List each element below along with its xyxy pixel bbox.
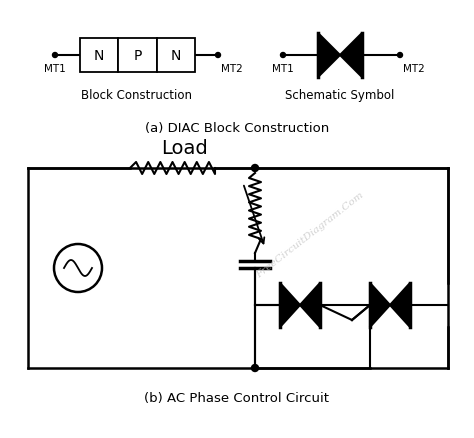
Polygon shape <box>300 283 320 327</box>
Text: Schematic Symbol: Schematic Symbol <box>285 89 395 102</box>
Text: MT1: MT1 <box>44 64 66 74</box>
Polygon shape <box>370 283 390 327</box>
Text: (b) AC Phase Control Circuit: (b) AC Phase Control Circuit <box>145 392 329 405</box>
Circle shape <box>54 244 102 292</box>
Text: Load: Load <box>162 138 209 158</box>
Text: MT2: MT2 <box>221 64 243 74</box>
Bar <box>118 38 157 72</box>
Text: N: N <box>171 49 181 63</box>
Text: (a) DIAC Block Construction: (a) DIAC Block Construction <box>145 122 329 135</box>
Bar <box>157 38 195 72</box>
Polygon shape <box>318 33 340 77</box>
Text: N: N <box>94 49 104 63</box>
Circle shape <box>216 53 220 57</box>
Circle shape <box>252 364 258 371</box>
Circle shape <box>398 53 402 57</box>
Circle shape <box>53 53 57 57</box>
Bar <box>80 38 118 72</box>
Text: P: P <box>133 49 142 63</box>
Polygon shape <box>390 283 410 327</box>
Text: MT1: MT1 <box>272 64 294 74</box>
Circle shape <box>252 165 258 172</box>
Circle shape <box>281 53 285 57</box>
Polygon shape <box>340 33 362 77</box>
Text: MT2: MT2 <box>403 64 425 74</box>
Text: Block Construction: Block Construction <box>81 89 192 102</box>
Polygon shape <box>280 283 300 327</box>
Text: FreeCircuitDiagram.Com: FreeCircuitDiagram.Com <box>255 191 365 280</box>
